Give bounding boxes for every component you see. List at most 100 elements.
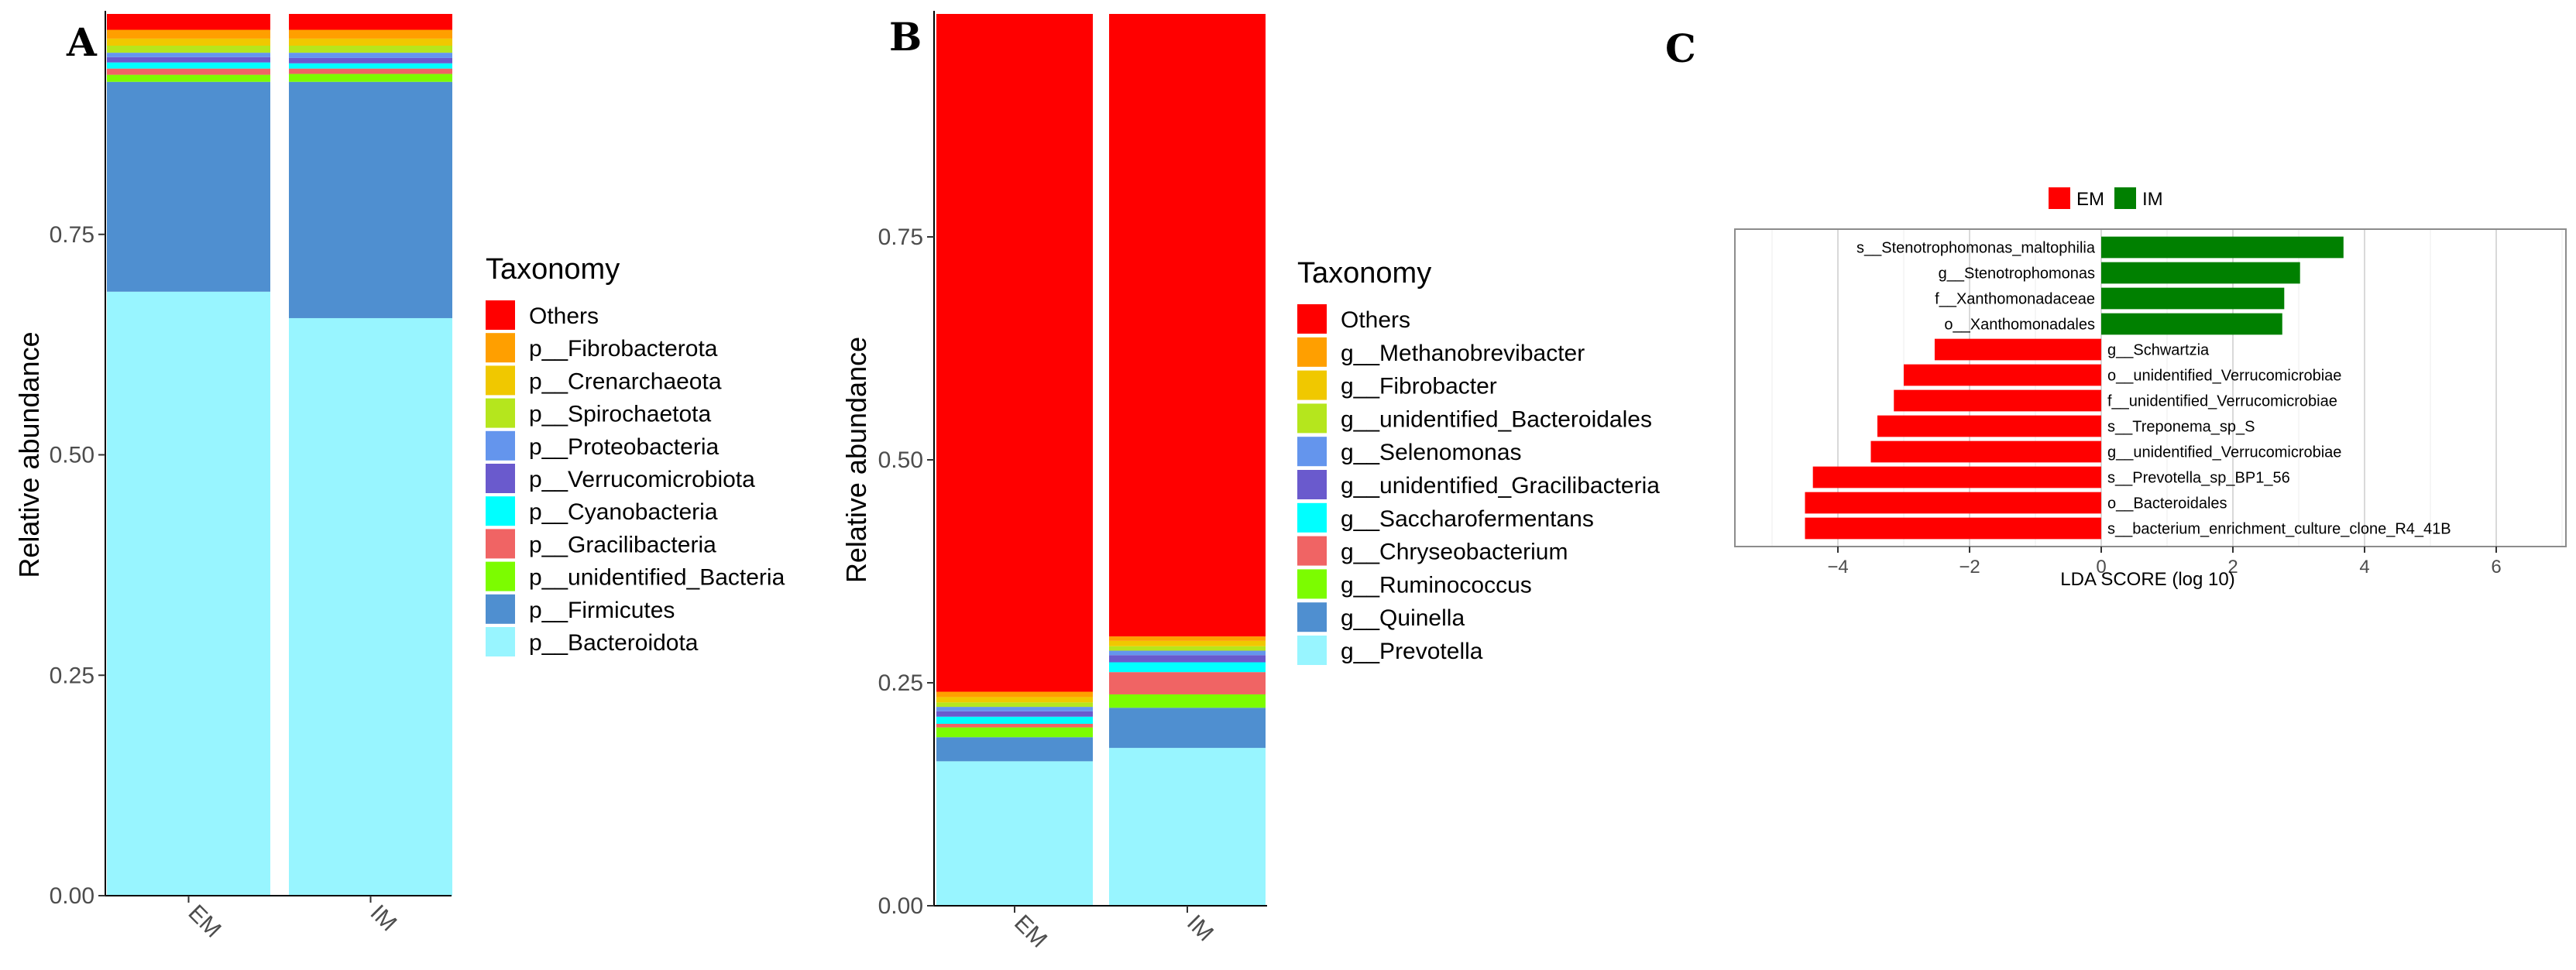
bar-b-em-g-ruminococcus (936, 727, 1093, 738)
plot-border-c (1734, 228, 2567, 547)
bar-a-im-p-bacteroidota (289, 317, 452, 896)
lda-bar-s-stenotrophomonas-maltophilia (2101, 236, 2344, 259)
lda-label-o-unidentified-verrucomicrobiae: o__unidentified_Verrucomicrobiae (2107, 368, 2341, 385)
y-tick-label-b: 0.75 (878, 225, 923, 250)
lda-label-s-bacterium-enrichment-culture-clone-r4-41b: s__bacterium_enrichment_culture_clone_R4… (2107, 521, 2451, 538)
panel-letter-b: B (889, 14, 922, 60)
bar-a-em-p-verrucomicrobiota (107, 57, 270, 63)
legend-label-b-g-selenomonas: g__Selenomonas (1341, 440, 1522, 465)
bar-a-em-p-gracilibacteria (107, 68, 270, 75)
lda-bar-f-unidentified-verrucomicrobiae (1894, 389, 2101, 412)
bar-a-em-p-bacteroidota (107, 291, 270, 896)
legend-title-a: Taxonomy (486, 253, 620, 286)
lda-bar-s-prevotella-sp-bp1-56 (1812, 466, 2101, 488)
lda-label-o-xanthomonadales: o__Xanthomonadales (1944, 317, 2095, 334)
bar-b-em-g-selenomonas (936, 707, 1093, 711)
bar-b-im-g-unidentified-bacteroidales (1109, 646, 1266, 651)
legend-swatch-a-p-bacteroidota (486, 627, 515, 656)
bar-b-im-g-methanobrevibacter (1109, 636, 1266, 641)
y-tick-label-a: 0.75 (50, 222, 94, 248)
legend-label-a-p-crenarchaeota: p__Crenarchaeota (529, 368, 722, 394)
legend-swatch-b-g-selenomonas (1297, 437, 1327, 467)
bar-b-im-g-prevotella (1109, 748, 1266, 906)
bar-b-im-others (1109, 14, 1266, 637)
bar-a-em-p-cyanobacteria (107, 62, 270, 69)
legend-swatch-a-p-fibrobacterota (486, 333, 515, 363)
bar-a-em-others (107, 14, 270, 30)
legend-swatch-a-p-verrucomicrobiota (486, 464, 515, 493)
lda-label-s-treponema-sp-s: s__Treponema_sp_S (2107, 419, 2255, 436)
bar-b-em-g-chryseobacterium (936, 723, 1093, 728)
lda-bar-g-stenotrophomonas (2101, 262, 2300, 284)
legend-title-b: Taxonomy (1297, 257, 1431, 290)
y-tick-label-a: 0.50 (50, 443, 94, 468)
legend-swatch-a-p-crenarchaeota (486, 365, 515, 396)
legend-swatch-b-g-methanobrevibacter (1297, 337, 1327, 367)
legend-label-b-g-prevotella: g__Prevotella (1341, 639, 1483, 664)
lda-label-g-schwartzia: g__Schwartzia (2107, 342, 2210, 359)
chart-a: 0.00 0.25 0.50 0.75 EM IM Relative abundance Ta… (13, 11, 785, 943)
y-tick-label-a: 0.25 (50, 663, 94, 688)
bar-a-im-p-spirochaetota (289, 46, 452, 53)
legend-label-c-im: IM (2142, 189, 2163, 210)
x-tick-label-c: 6 (2491, 557, 2501, 578)
legend-label-a-p-bacteroidota: p__Bacteroidota (529, 630, 699, 656)
legend-label-a-p-firmicutes: p__Firmicutes (529, 598, 675, 623)
x-axis-title-c: LDA SCORE (log 10) (2060, 569, 2234, 590)
legend-swatch-b-g-prevotella (1297, 636, 1327, 665)
bar-b-im-g-quinella (1109, 708, 1266, 749)
lda-bar-f-xanthomonadaceae (2101, 287, 2285, 310)
bar-a-em-p-unidentified-bacteria (107, 74, 270, 82)
legend-swatch-b-g-ruminococcus (1297, 569, 1327, 599)
legend-label-b-g-saccharofermentans: g__Saccharofermentans (1341, 506, 1594, 532)
legend-label-a-others: Others (529, 303, 599, 329)
legend-label-a-p-spirochaetota: p__Spirochaetota (529, 402, 711, 427)
bar-b-em-g-prevotella (936, 761, 1093, 906)
bar-b-em-g-unidentified-gracilibacteria (936, 711, 1093, 717)
x-tick-label-b-em: EM (1009, 910, 1052, 953)
panel-letter-c: C (1665, 26, 1696, 71)
y-tick-label-b: 0.25 (878, 670, 923, 696)
bar-a-em-p-crenarchaeota (107, 38, 270, 46)
legend-swatch-a-p-spirochaetota (486, 398, 515, 428)
bar-b-im-g-saccharofermentans (1109, 662, 1266, 673)
bar-a-em-p-fibrobacterota (107, 29, 270, 39)
x-tick-label-c: 0 (2096, 557, 2106, 578)
legend-label-b-g-chryseobacterium: g__Chryseobacterium (1341, 540, 1568, 565)
legend-label-b-g-ruminococcus: g__Ruminococcus (1341, 572, 1532, 598)
bar-a-em-p-firmicutes (107, 81, 270, 292)
bar-a-im-p-unidentified-bacteria (289, 74, 452, 82)
y-tick-label-b: 0.50 (878, 447, 923, 473)
bar-b-em-g-methanobrevibacter (936, 691, 1093, 698)
legend-label-b-others: Others (1341, 307, 1410, 333)
legend-swatch-b-g-chryseobacterium (1297, 536, 1327, 566)
legend-label-b-g-unidentified-bacteroidales: g__unidentified_Bacteroidales (1341, 406, 1652, 432)
lda-label-g-stenotrophomonas: g__Stenotrophomonas (1939, 266, 2095, 283)
legend-swatch-b-g-quinella (1297, 602, 1327, 632)
legend-swatch-b-g-saccharofermentans (1297, 502, 1327, 533)
bar-a-im-p-gracilibacteria (289, 68, 452, 74)
lda-bar-s-bacterium-enrichment-culture-clone-r4-41b (1805, 517, 2101, 540)
legend-swatch-a-p-firmicutes (486, 594, 515, 624)
legend-swatch-b-g-unidentified-bacteroidales (1297, 403, 1327, 434)
bar-b-em-g-quinella (936, 737, 1093, 762)
bar-a-em-p-proteobacteria (107, 53, 270, 57)
legend-label-c-em: EM (2076, 189, 2104, 210)
bar-a-im-p-fibrobacterota (289, 29, 452, 39)
legend-label-a-p-gracilibacteria: p__Gracilibacteria (529, 532, 716, 557)
bar-b-em-others (936, 14, 1093, 692)
bar-a-em-p-spirochaetota (107, 46, 270, 53)
lda-bar-g-unidentified-verrucomicrobiae (1870, 440, 2101, 463)
bar-a-im-others (289, 14, 452, 30)
lda-bar-o-bacteroidales (1805, 492, 2101, 514)
lda-bar-o-xanthomonadales (2101, 313, 2282, 335)
bar-b-em-g-saccharofermentans (936, 716, 1093, 724)
bar-b-em-g-unidentified-bacteroidales (936, 702, 1093, 708)
legend-label-b-g-quinella: g__Quinella (1341, 605, 1465, 631)
bar-b-im-g-ruminococcus (1109, 694, 1266, 708)
legend-label-a-p-fibrobacterota: p__Fibrobacterota (529, 336, 718, 362)
legend-label-b-g-fibrobacter: g__Fibrobacter (1341, 374, 1497, 399)
chart-b: 0.00 0.25 0.50 0.75 EM IM Relative abundance Ta… (840, 11, 1660, 953)
lda-label-g-unidentified-verrucomicrobiae: g__unidentified_Verrucomicrobiae (2107, 444, 2341, 461)
